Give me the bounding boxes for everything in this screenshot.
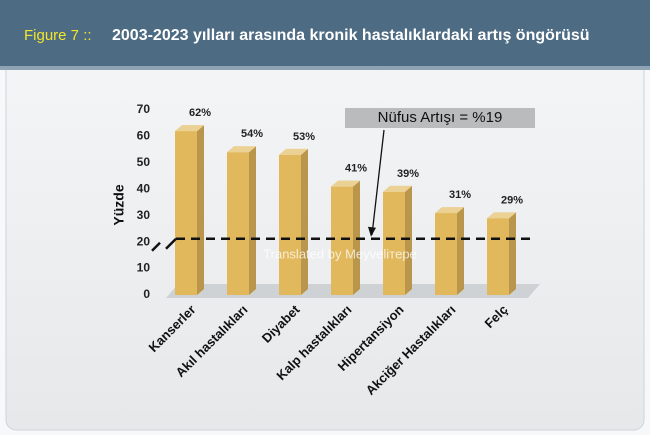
bar-top-light bbox=[279, 148, 308, 155]
bar-top bbox=[435, 207, 464, 214]
value-label: 41% bbox=[345, 163, 367, 175]
annotation-arrow bbox=[371, 129, 385, 235]
y-tick-label: 50 bbox=[137, 155, 151, 169]
y-tick-label: 20 bbox=[137, 234, 151, 248]
bar-side-shade bbox=[405, 185, 412, 295]
watermark: Translated by Meyveliтepe bbox=[263, 246, 417, 261]
bar-top-light bbox=[383, 185, 412, 192]
annotation: Nüfus Artışı = %19 bbox=[378, 109, 503, 126]
bar-side bbox=[249, 146, 256, 295]
chart-panel bbox=[5, 59, 645, 431]
bar-side bbox=[197, 125, 204, 296]
bar-side bbox=[457, 207, 464, 295]
value-label: 39% bbox=[397, 168, 419, 180]
y-tick-label: 30 bbox=[137, 208, 151, 222]
bar-top-light bbox=[487, 212, 516, 219]
y-tick-label: 0 bbox=[143, 287, 150, 301]
bar bbox=[487, 218, 509, 295]
annotation-box bbox=[345, 108, 535, 128]
bar-side-shade bbox=[197, 125, 204, 296]
bar-top bbox=[227, 146, 256, 153]
bar-side-shade bbox=[249, 146, 256, 295]
bar-top-light bbox=[435, 207, 464, 214]
bar bbox=[227, 152, 249, 295]
y-tick-label: 60 bbox=[137, 129, 151, 143]
bar-top bbox=[331, 180, 360, 187]
header-band bbox=[0, 0, 650, 68]
value-label: 62% bbox=[189, 107, 211, 119]
value-label: 29% bbox=[501, 194, 523, 206]
figure-label: Figure 7 :: bbox=[24, 27, 92, 44]
chart-title: 2003-2023 yılları arasında kronik hastal… bbox=[112, 27, 590, 44]
y-axis-label: Yüzde bbox=[111, 184, 127, 225]
y-tick-label: 10 bbox=[137, 261, 151, 275]
bar-top bbox=[487, 212, 516, 219]
bar-side bbox=[509, 212, 516, 295]
bar-top-light bbox=[175, 125, 204, 132]
bar-side bbox=[301, 148, 308, 295]
bar bbox=[175, 131, 197, 295]
bar bbox=[383, 191, 405, 295]
bar-side-shade bbox=[301, 148, 308, 295]
bar bbox=[279, 154, 301, 295]
bar-top-light bbox=[331, 180, 360, 187]
value-label: 53% bbox=[293, 131, 315, 143]
bar-top bbox=[383, 185, 412, 192]
y-tick-label: 40 bbox=[137, 181, 151, 195]
bar-side-shade bbox=[457, 207, 464, 295]
header-rule bbox=[0, 66, 650, 70]
bar-side-shade bbox=[509, 212, 516, 295]
axis-break bbox=[151, 241, 161, 252]
value-label: 31% bbox=[449, 189, 471, 201]
bar-top-light bbox=[227, 146, 256, 153]
annotation-arrowhead bbox=[368, 226, 376, 237]
axis-break bbox=[165, 237, 177, 250]
bar-side bbox=[405, 185, 412, 295]
bar bbox=[435, 213, 457, 295]
value-label: 54% bbox=[241, 128, 263, 140]
bar bbox=[331, 186, 353, 295]
bar-top bbox=[279, 148, 308, 155]
y-tick-label: 70 bbox=[137, 102, 151, 116]
bar-top bbox=[175, 125, 204, 132]
